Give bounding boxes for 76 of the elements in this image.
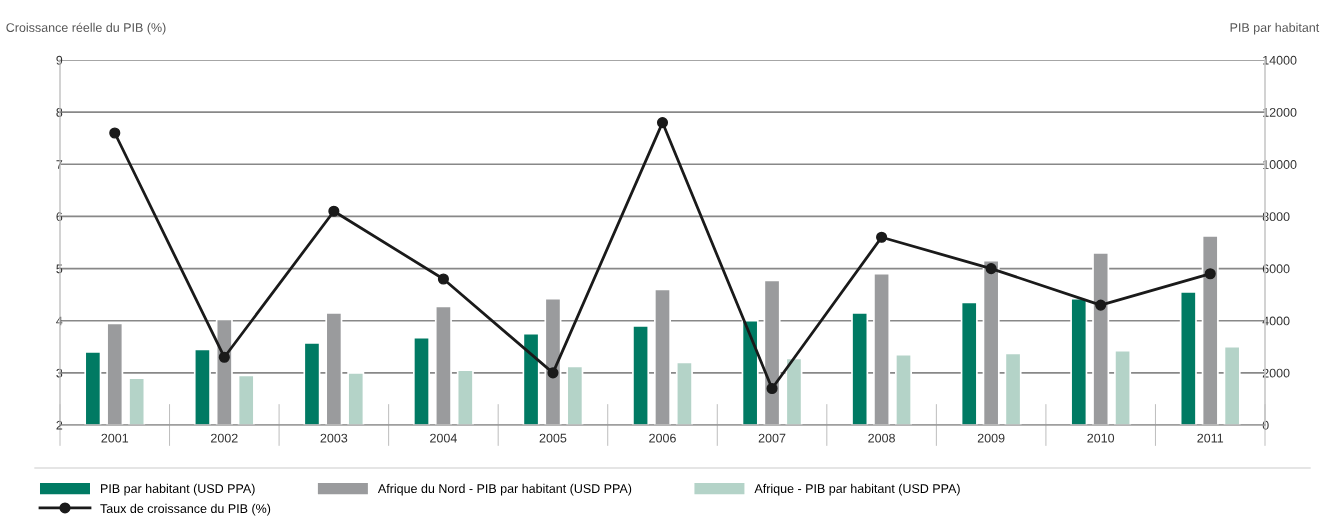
bar bbox=[106, 322, 124, 425]
point bbox=[876, 231, 888, 243]
x-tick-label: 2003 bbox=[320, 433, 348, 443]
bar bbox=[851, 312, 869, 425]
x-tick-label: 2004 bbox=[430, 433, 457, 443]
y2-axis-title: PIB par habitant bbox=[1230, 22, 1320, 35]
y2-tick-label: 2000 bbox=[1262, 368, 1290, 378]
y2-tick-label: 6000 bbox=[1262, 264, 1290, 274]
y2-tick-label: 10000 bbox=[1263, 160, 1297, 169]
point bbox=[766, 382, 778, 395]
x-tick-label: 2008 bbox=[868, 433, 895, 443]
bar bbox=[434, 305, 452, 425]
bar bbox=[193, 348, 211, 425]
bar bbox=[237, 374, 255, 425]
point bbox=[328, 205, 340, 217]
bar bbox=[456, 369, 474, 425]
y-tick-label: 3 bbox=[56, 368, 63, 378]
legend-label: Taux de croissance du PIB (%) bbox=[100, 503, 271, 516]
bar bbox=[1179, 291, 1197, 425]
y-tick-label: 7 bbox=[56, 160, 63, 169]
bar bbox=[763, 279, 781, 425]
x-tick-label: 2010 bbox=[1087, 433, 1115, 443]
y-tick-label: 4 bbox=[56, 316, 63, 326]
bar bbox=[1004, 352, 1022, 425]
bar bbox=[785, 357, 803, 425]
bar bbox=[1201, 235, 1219, 425]
bar bbox=[566, 365, 584, 425]
x-tick-label: 2011 bbox=[1197, 433, 1224, 443]
bar bbox=[960, 301, 978, 425]
bar bbox=[894, 353, 913, 425]
legend-label: Afrique - PIB par habitant (USD PPA) bbox=[754, 483, 960, 496]
bar bbox=[741, 319, 759, 425]
bar bbox=[632, 325, 650, 425]
bar bbox=[412, 336, 431, 425]
bar bbox=[1092, 252, 1110, 425]
legend-label: PIB par habitant (USD PPA) bbox=[101, 483, 255, 496]
point bbox=[547, 367, 559, 379]
bar bbox=[675, 361, 693, 425]
bar bbox=[653, 288, 672, 425]
y-tick-label: 8 bbox=[56, 107, 63, 117]
y-tick-label: 6 bbox=[56, 212, 63, 222]
bar bbox=[128, 377, 146, 425]
y2-tick-label: 12000 bbox=[1263, 107, 1297, 117]
bar bbox=[84, 351, 102, 425]
y-tick-label: 9 bbox=[56, 55, 63, 65]
bar bbox=[544, 297, 562, 425]
y-axis-title: Croissance réelle du PIB (%) bbox=[6, 22, 166, 35]
point bbox=[1204, 268, 1216, 280]
bar bbox=[303, 342, 321, 425]
bar bbox=[347, 372, 365, 425]
y-tick-label: 2 bbox=[56, 420, 63, 430]
bar bbox=[982, 259, 1000, 425]
y2-tick-label: 0 bbox=[1262, 420, 1269, 430]
x-tick-label: 2006 bbox=[649, 433, 676, 443]
y2-tick-label: 4000 bbox=[1262, 316, 1290, 326]
x-tick-label: 2002 bbox=[211, 433, 238, 443]
bar bbox=[1114, 349, 1132, 425]
x-tick-label: 2009 bbox=[977, 433, 1005, 443]
x-tick-label: 2007 bbox=[758, 433, 786, 443]
bar bbox=[325, 312, 343, 425]
point bbox=[985, 263, 997, 275]
x-tick-label: 2005 bbox=[539, 433, 567, 443]
bar bbox=[873, 272, 891, 425]
legend-label: Afrique du Nord - PIB par habitant (USD PPA) bbox=[377, 483, 632, 496]
point bbox=[656, 117, 669, 129]
y-tick-label: 5 bbox=[56, 264, 63, 274]
point bbox=[109, 127, 121, 139]
x-tick-label: 2001 bbox=[101, 433, 129, 443]
bar bbox=[522, 332, 540, 425]
y2-tick-label: 14000 bbox=[1263, 55, 1297, 65]
y2-tick-label: 8000 bbox=[1262, 212, 1290, 222]
point bbox=[218, 351, 230, 363]
bar bbox=[1223, 345, 1241, 425]
bar bbox=[1070, 297, 1088, 425]
point bbox=[437, 273, 449, 285]
point bbox=[1095, 299, 1107, 311]
